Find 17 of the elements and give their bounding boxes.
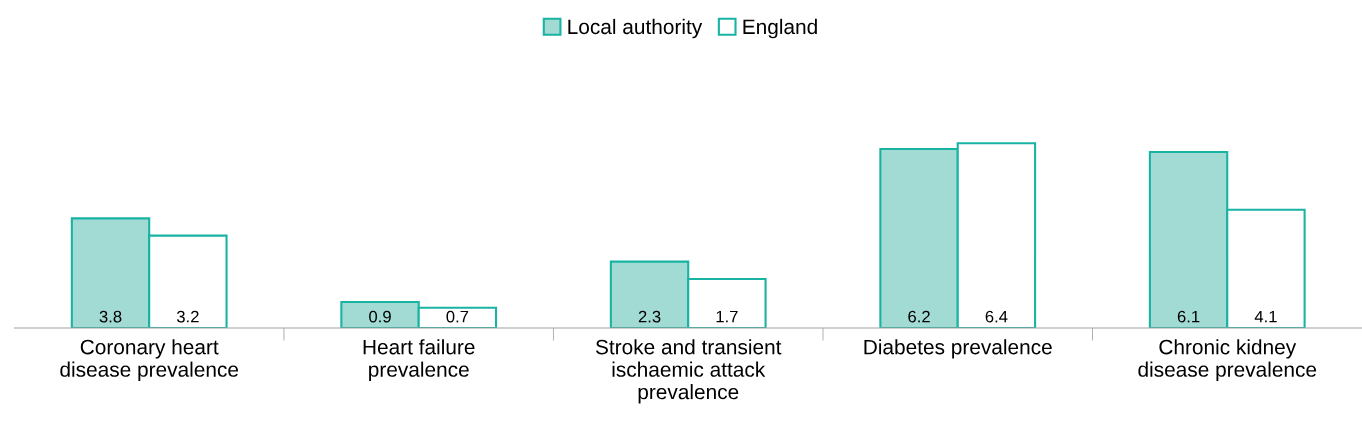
data-label: 3.8	[99, 310, 122, 323]
data-label: 3.2	[176, 310, 199, 323]
data-label: 6.4	[985, 310, 1008, 323]
data-label: 1.7	[716, 310, 738, 323]
x-tick-label: Chronic kidney disease prevalence	[1138, 339, 1317, 381]
data-label: 6.1	[1177, 310, 1200, 323]
data-label: 0.9	[369, 310, 391, 323]
x-tick-label: Coronary heart disease prevalence	[60, 339, 239, 381]
x-tick-label: Heart failure prevalence	[363, 339, 475, 381]
data-label: 0.7	[446, 310, 469, 323]
x-tick-label: Diabetes prevalence	[864, 339, 1052, 359]
x-tick-label: Stroke and transient ischaemic attack prevalence	[595, 339, 782, 404]
data-label: 2.3	[638, 310, 661, 323]
data-label: 4.1	[1254, 310, 1277, 323]
legend-label: England	[743, 18, 817, 39]
data-label: 6.2	[908, 310, 930, 323]
legend-label: Local authority	[568, 18, 703, 39]
